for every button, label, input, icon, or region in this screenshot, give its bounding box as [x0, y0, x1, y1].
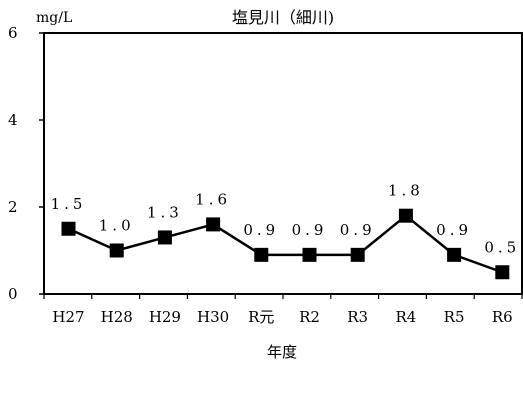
data-point-marker	[157, 230, 172, 245]
data-point-marker	[302, 247, 317, 262]
data-label: 0.9	[292, 221, 328, 239]
x-tick-label: H29	[149, 308, 181, 326]
data-label: 1.6	[195, 190, 231, 208]
x-tick-label: R6	[492, 308, 513, 326]
y-tick-label: 6	[8, 24, 18, 42]
x-tick-label: R4	[395, 308, 416, 326]
y-tick-label: 4	[8, 111, 18, 129]
y-tick-label: 0	[8, 285, 18, 303]
series-line	[67, 214, 503, 274]
series-layer: 1.5 1.0 1.3 1.6 0.9 0.9 0.9 1.8 0.9 0.5	[51, 182, 520, 280]
x-tick-label: R2	[299, 308, 320, 326]
data-label: 1.3	[147, 203, 183, 221]
x-tick-label: H30	[197, 308, 229, 326]
data-label: 0.9	[436, 221, 472, 239]
data-point-marker	[206, 217, 221, 232]
x-axis-label: 年度	[267, 343, 297, 361]
data-point-marker	[109, 243, 124, 258]
x-tick-label: R元	[248, 308, 274, 326]
y-tick-label: 2	[8, 198, 18, 216]
x-tick-label: H28	[101, 308, 133, 326]
x-tick-label: R3	[347, 308, 368, 326]
x-axis: H27 H28 H29 H30 R元 R2 R3 R4 R5 R6	[43, 294, 523, 326]
data-label: 0.9	[243, 221, 279, 239]
x-tick-label: R5	[444, 308, 465, 326]
data-point-marker	[495, 265, 510, 280]
data-label: 1.8	[388, 182, 424, 200]
y-axis: 0 2 4 6	[8, 24, 44, 303]
x-tick-label: H27	[52, 308, 84, 326]
data-label: 0.5	[484, 238, 520, 256]
data-point-marker	[398, 208, 413, 223]
data-label: 0.9	[340, 221, 376, 239]
data-point-marker	[350, 247, 365, 262]
data-point-marker	[447, 247, 462, 262]
data-label: 1.5	[51, 195, 87, 213]
data-label: 1.0	[99, 217, 135, 235]
data-point-marker	[254, 247, 269, 262]
chart-title: 塩見川（細川)	[232, 8, 334, 27]
y-unit-label: mg/L	[36, 10, 72, 26]
data-point-marker	[61, 221, 76, 236]
